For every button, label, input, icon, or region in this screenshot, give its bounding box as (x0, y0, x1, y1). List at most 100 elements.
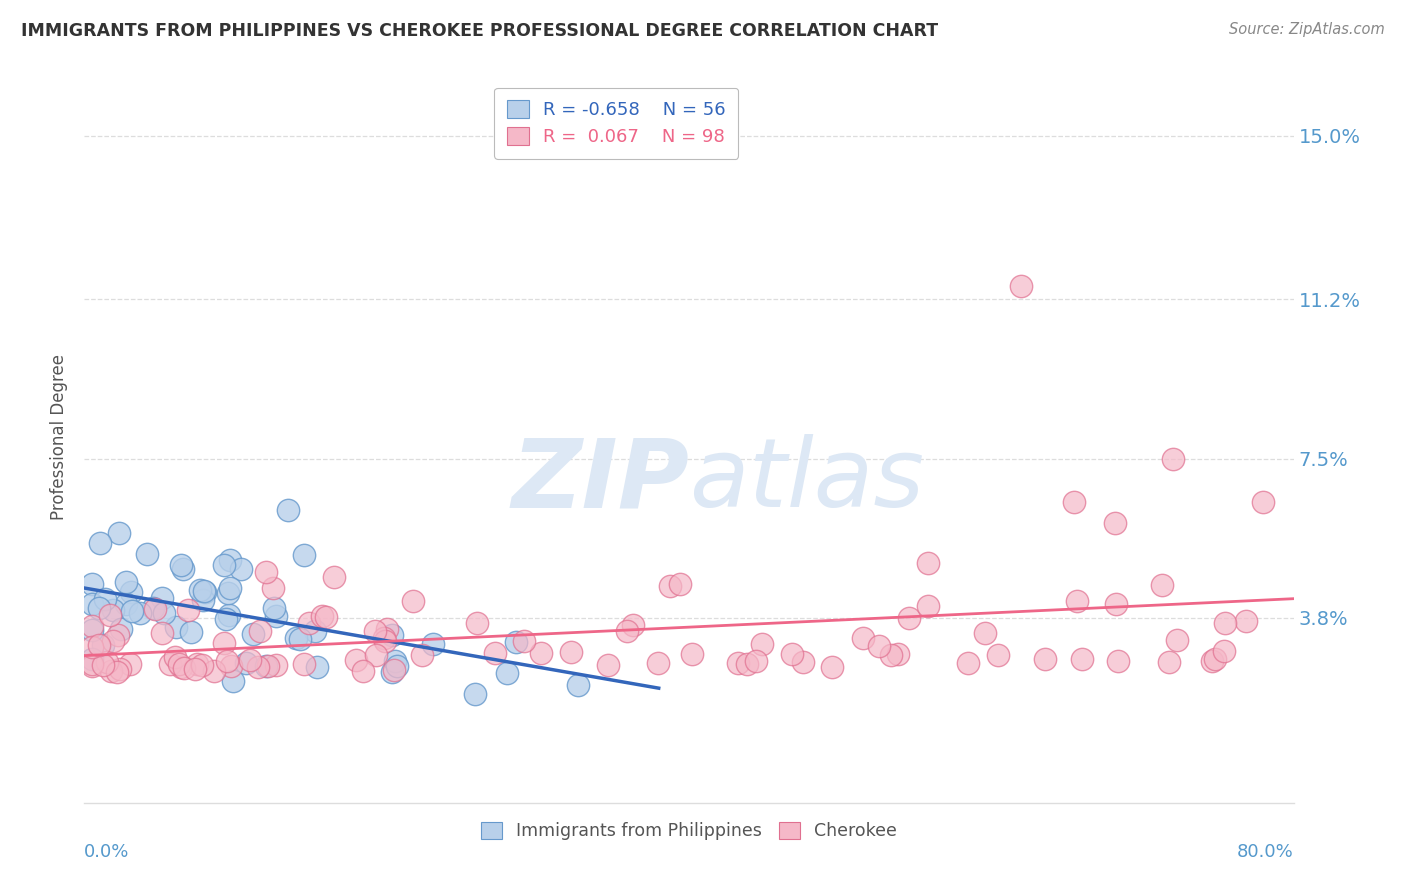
Point (598, 657, 620, 672)
Point (231, 562, 253, 576)
Point (143, 602, 166, 616)
Point (751, 637, 773, 651)
Point (91, 657, 114, 672)
Point (352, 664, 374, 678)
Point (373, 631, 395, 645)
Point (107, 628, 129, 642)
Point (292, 657, 315, 671)
Point (917, 599, 939, 613)
Point (115, 597, 138, 611)
Point (89, 638, 111, 652)
Point (266, 609, 288, 624)
Point (1071, 652, 1094, 666)
Point (402, 594, 425, 608)
Point (159, 657, 181, 672)
Point (304, 624, 326, 639)
Point (80, 623, 103, 637)
Point (103, 633, 125, 648)
Point (285, 632, 308, 646)
Point (380, 665, 402, 679)
Point (105, 665, 128, 680)
Point (238, 653, 260, 667)
Point (170, 660, 193, 674)
Point (1107, 654, 1129, 668)
Point (193, 583, 215, 598)
Point (110, 623, 132, 637)
Point (567, 678, 589, 692)
Point (186, 657, 208, 671)
Point (191, 592, 214, 607)
Y-axis label: Professional Degree: Professional Degree (51, 354, 69, 520)
Point (249, 624, 271, 639)
Point (1104, 516, 1126, 530)
Point (344, 653, 367, 667)
Point (172, 562, 194, 576)
Point (385, 659, 408, 673)
Point (115, 575, 138, 590)
Point (897, 611, 920, 625)
Text: atlas: atlas (689, 434, 924, 527)
Point (120, 585, 142, 599)
Point (298, 615, 321, 630)
Point (647, 657, 669, 671)
Point (315, 610, 337, 624)
Point (167, 657, 190, 671)
Point (247, 660, 270, 674)
Point (530, 646, 553, 660)
Point (973, 626, 995, 640)
Point (80, 597, 103, 611)
Point (880, 648, 903, 663)
Point (242, 626, 264, 640)
Point (1213, 644, 1236, 658)
Point (505, 635, 527, 649)
Point (311, 609, 333, 624)
Point (375, 622, 398, 636)
Point (782, 647, 804, 661)
Point (745, 654, 768, 668)
Point (1105, 597, 1128, 611)
Point (292, 548, 315, 562)
Point (364, 648, 387, 663)
Point (887, 647, 910, 661)
Point (150, 591, 173, 606)
Point (222, 673, 245, 688)
Point (257, 658, 280, 673)
Point (957, 657, 980, 671)
Point (218, 553, 240, 567)
Point (100, 664, 122, 678)
Text: 80.0%: 80.0% (1237, 843, 1294, 861)
Point (80, 619, 103, 633)
Point (94, 592, 117, 607)
Point (254, 659, 277, 673)
Point (96, 655, 118, 669)
Point (118, 657, 141, 672)
Point (307, 660, 329, 674)
Point (212, 558, 235, 573)
Point (681, 647, 703, 661)
Point (1035, 652, 1057, 666)
Point (150, 625, 173, 640)
Point (917, 556, 939, 570)
Point (382, 663, 405, 677)
Point (560, 645, 582, 659)
Point (165, 649, 187, 664)
Point (103, 603, 125, 617)
Point (80, 577, 103, 591)
Point (411, 648, 433, 662)
Point (1253, 494, 1275, 508)
Point (98, 608, 121, 623)
Point (1011, 279, 1033, 293)
Point (737, 657, 759, 671)
Point (669, 577, 692, 591)
Point (1063, 494, 1085, 508)
Point (659, 579, 682, 593)
Point (374, 634, 396, 648)
Text: ZIP: ZIP (510, 434, 689, 527)
Point (465, 615, 488, 630)
Point (91, 638, 114, 652)
Point (217, 586, 239, 600)
Point (852, 632, 875, 646)
Point (80, 652, 103, 666)
Point (142, 601, 165, 615)
Point (212, 636, 235, 650)
